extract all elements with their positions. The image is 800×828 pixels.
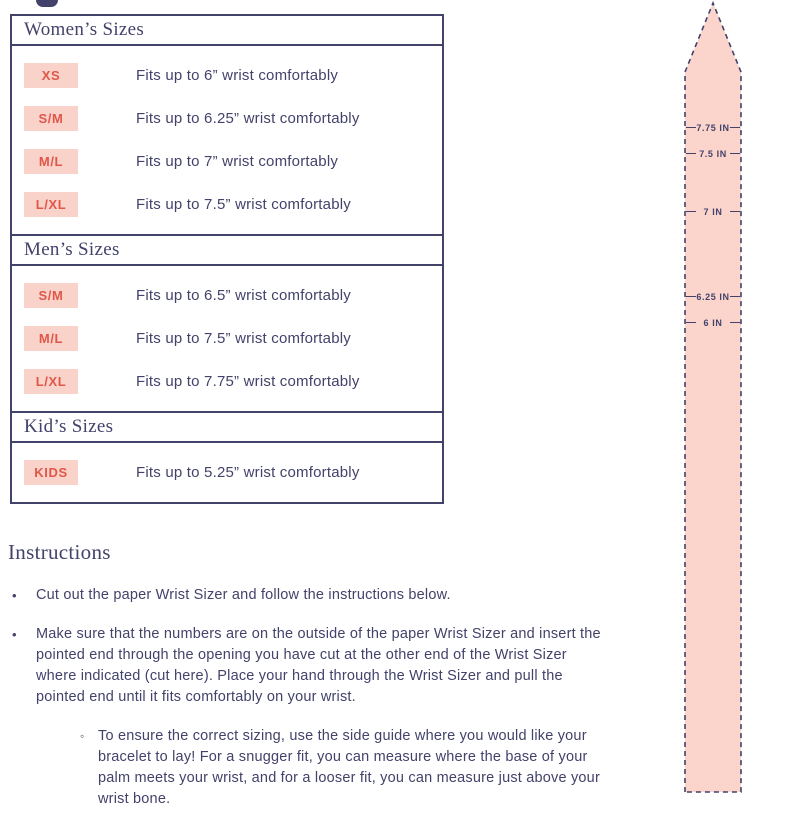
size-badge: KIDS (24, 460, 78, 485)
wrist-sizer-page: Women’s Sizes XS Fits up to 6” wrist com… (8, 0, 744, 807)
tick-line-right (730, 211, 740, 212)
instructions-title: Instructions (8, 540, 111, 564)
tick-line-left (686, 153, 696, 154)
size-row: KIDS Fits up to 5.25” wrist comfortably (12, 451, 442, 494)
sub-bullet-marker: ◦ (80, 729, 85, 743)
size-badge: XS (24, 63, 78, 88)
tick-line-left (686, 127, 696, 128)
instruction-text: Make sure that the numbers are on the ou… (36, 626, 601, 705)
instruction-item: • Make sure that the numbers are on the … (8, 624, 628, 708)
tick-line-right (730, 127, 740, 128)
size-description: Fits up to 6” wrist comfortably (136, 67, 339, 84)
size-description: Fits up to 7.5” wrist comfortably (136, 330, 351, 347)
size-description: Fits up to 7.75” wrist comfortably (136, 373, 360, 390)
size-description: Fits up to 6.25” wrist comfortably (136, 110, 360, 127)
measurement-mark: 7.5 IN (686, 148, 740, 159)
measurement-label: 6.25 IN (696, 291, 730, 302)
measurement-label: 7 IN (703, 206, 723, 217)
wrist-sizer-outline (684, 0, 742, 793)
size-chart: Women’s Sizes XS Fits up to 6” wrist com… (10, 14, 444, 504)
size-row: XS Fits up to 6” wrist comfortably (12, 54, 442, 97)
section-header-kids: Kid’s Sizes (12, 411, 442, 443)
size-badge: S/M (24, 283, 78, 308)
size-badge: M/L (24, 326, 78, 351)
tick-line-left (686, 322, 696, 323)
measurement-label: 7.75 IN (696, 122, 730, 133)
womens-rows: XS Fits up to 6” wrist comfortably S/M F… (12, 46, 442, 234)
size-row: L/XL Fits up to 7.5” wrist comfortably (12, 183, 442, 226)
tick-line-left (686, 211, 696, 212)
tick-line-left (686, 296, 696, 297)
size-badge: M/L (24, 149, 78, 174)
measurement-mark: 7.75 IN (686, 122, 740, 133)
tick-line-right (730, 296, 740, 297)
measurement-mark: 7 IN (686, 206, 740, 217)
size-row: S/M Fits up to 6.5” wrist comfortably (12, 274, 442, 317)
measurement-mark: 6 IN (686, 317, 740, 328)
size-badge: L/XL (24, 192, 78, 217)
instruction-item: • Cut out the paper Wrist Sizer and foll… (8, 585, 628, 606)
instruction-text: To ensure the correct sizing, use the si… (98, 728, 600, 807)
size-row: M/L Fits up to 7.5” wrist comfortably (12, 317, 442, 360)
size-row: S/M Fits up to 6.25” wrist comfortably (12, 97, 442, 140)
section-header-womens: Women’s Sizes (12, 16, 442, 46)
size-description: Fits up to 7.5” wrist comfortably (136, 196, 351, 213)
size-description: Fits up to 7” wrist comfortably (136, 153, 339, 170)
bullet-marker: • (12, 627, 17, 642)
kids-rows: KIDS Fits up to 5.25” wrist comfortably (12, 443, 442, 502)
tick-line-right (730, 322, 740, 323)
size-badge: L/XL (24, 369, 78, 394)
section-header-mens: Men’s Sizes (12, 234, 442, 266)
measurement-label: 7.5 IN (699, 148, 727, 159)
mens-rows: S/M Fits up to 6.5” wrist comfortably M/… (12, 266, 442, 411)
size-badge: S/M (24, 106, 78, 131)
tick-line-right (730, 153, 740, 154)
size-description: Fits up to 6.5” wrist comfortably (136, 287, 351, 304)
instruction-sub-item: ◦ To ensure the correct sizing, use the … (80, 726, 628, 810)
size-row: L/XL Fits up to 7.75” wrist comfortably (12, 360, 442, 403)
wrist-sizer-strip: 7.75 IN 7.5 IN 7 IN 6.25 IN 6 IN (682, 0, 744, 793)
size-description: Fits up to 5.25” wrist comfortably (136, 464, 360, 481)
cropped-top-mark (36, 0, 58, 7)
instruction-text: Cut out the paper Wrist Sizer and follow… (36, 587, 451, 603)
instructions-section: Instructions • Cut out the paper Wrist S… (8, 540, 628, 828)
size-row: M/L Fits up to 7” wrist comfortably (12, 140, 442, 183)
bullet-marker: • (12, 588, 17, 603)
measurement-mark: 6.25 IN (686, 291, 740, 302)
measurement-label: 6 IN (703, 317, 723, 328)
